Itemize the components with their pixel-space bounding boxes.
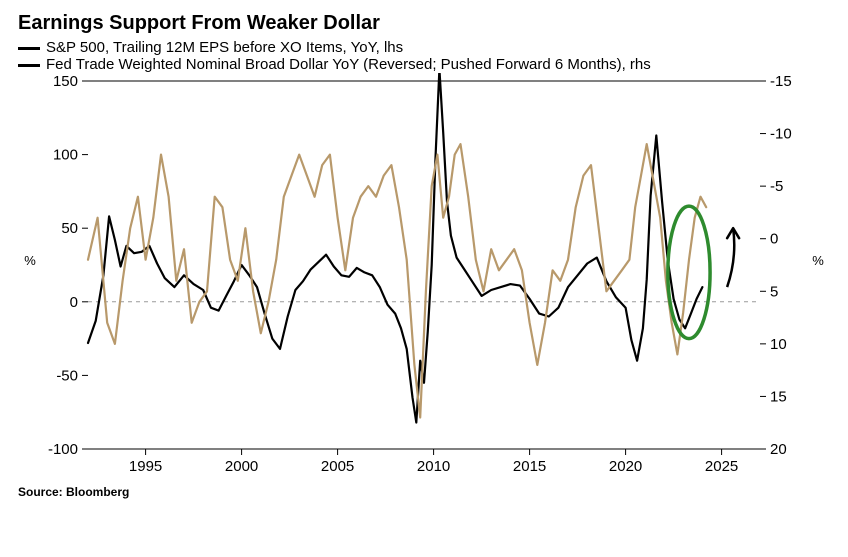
svg-text:-10: -10: [770, 126, 792, 143]
plot-svg: -100-50050100150-15-10-505101520%%199520…: [18, 73, 830, 483]
svg-text:-100: -100: [48, 441, 78, 458]
chart-title: Earnings Support From Weaker Dollar: [18, 12, 830, 35]
legend-label-2: Fed Trade Weighted Nominal Broad Dollar …: [46, 56, 651, 73]
chart-container: Earnings Support From Weaker Dollar S&P …: [0, 0, 848, 557]
legend: S&P 500, Trailing 12M EPS before XO Item…: [18, 39, 830, 73]
legend-item-1: S&P 500, Trailing 12M EPS before XO Item…: [18, 39, 830, 56]
legend-label-1: S&P 500, Trailing 12M EPS before XO Item…: [46, 39, 403, 56]
svg-text:0: 0: [70, 294, 78, 311]
legend-item-2: Fed Trade Weighted Nominal Broad Dollar …: [18, 56, 830, 73]
svg-text:1995: 1995: [129, 458, 162, 475]
svg-text:2000: 2000: [225, 458, 258, 475]
svg-text:2015: 2015: [513, 458, 546, 475]
svg-text:2020: 2020: [609, 458, 642, 475]
svg-text:-50: -50: [56, 367, 78, 384]
svg-text:-15: -15: [770, 73, 792, 90]
svg-text:%: %: [24, 253, 36, 268]
svg-text:50: 50: [61, 220, 78, 237]
svg-text:2010: 2010: [417, 458, 450, 475]
source-text: Source: Bloomberg: [18, 485, 830, 499]
svg-text:15: 15: [770, 388, 787, 405]
svg-text:0: 0: [770, 231, 778, 248]
svg-text:-5: -5: [770, 178, 783, 195]
plot-area: -100-50050100150-15-10-505101520%%199520…: [18, 73, 830, 483]
svg-text:2005: 2005: [321, 458, 354, 475]
svg-text:150: 150: [53, 73, 78, 90]
svg-text:100: 100: [53, 147, 78, 164]
svg-text:5: 5: [770, 283, 778, 300]
legend-swatch-1: [18, 47, 40, 50]
svg-text:%: %: [812, 253, 824, 268]
svg-text:20: 20: [770, 441, 787, 458]
svg-text:10: 10: [770, 336, 787, 353]
legend-swatch-2: [18, 64, 40, 67]
svg-text:2025: 2025: [705, 458, 738, 475]
